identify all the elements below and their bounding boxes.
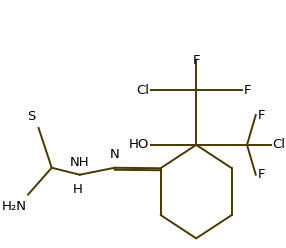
Text: H₂N: H₂N	[1, 200, 26, 213]
Text: F: F	[257, 168, 265, 181]
Text: F: F	[257, 109, 265, 122]
Text: Cl: Cl	[136, 84, 149, 97]
Text: HO: HO	[128, 138, 149, 151]
Text: N: N	[110, 148, 120, 161]
Text: S: S	[27, 110, 36, 123]
Text: Cl: Cl	[272, 138, 285, 151]
Text: NH: NH	[70, 156, 90, 169]
Text: H: H	[73, 183, 83, 196]
Text: F: F	[192, 54, 200, 67]
Text: F: F	[243, 84, 251, 97]
